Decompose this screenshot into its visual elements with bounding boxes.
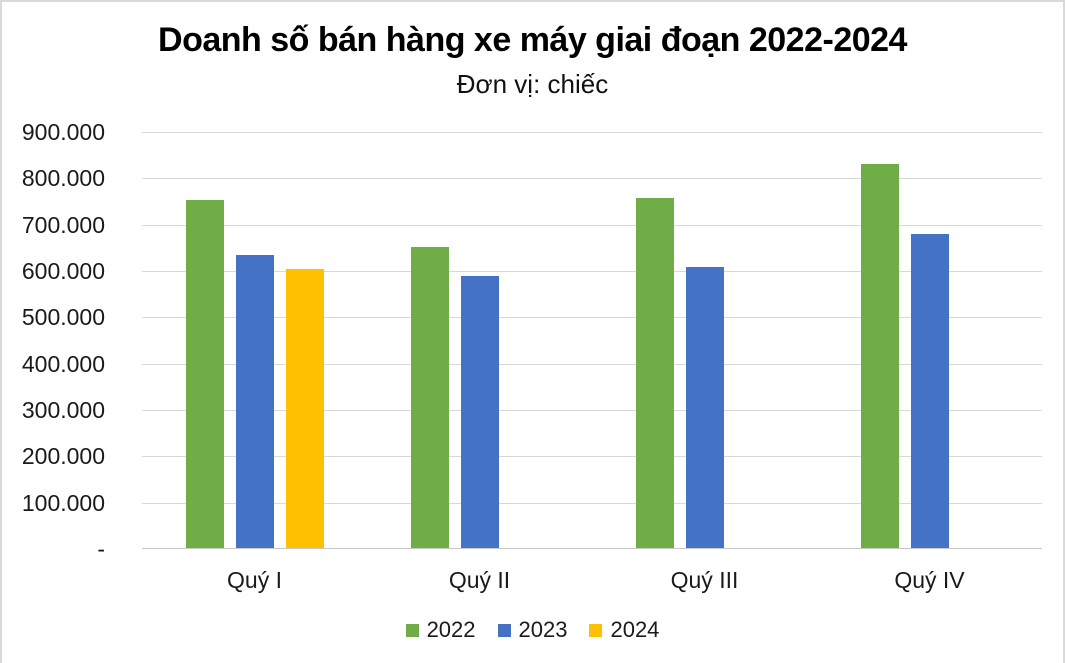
x-axis-line: [142, 548, 1042, 549]
chart-title: Doanh số bán hàng xe máy giai đoạn 2022-…: [158, 21, 907, 59]
bar-2023-q4: [911, 234, 949, 548]
x-axis-label: Quý II: [448, 567, 511, 593]
x-axis-label: Quý IV: [894, 567, 965, 593]
plot-area: [142, 132, 1042, 549]
legend-label: 2023: [518, 617, 568, 642]
gridline: [142, 503, 1042, 504]
bar-2022-q4: [861, 164, 899, 548]
bar-2023-q1: [236, 255, 274, 548]
x-axis-label: Quý I: [227, 567, 282, 593]
y-axis-label: 700.000: [21, 212, 105, 238]
y-axis-label: 200.000: [21, 443, 105, 469]
gridline: [142, 178, 1042, 179]
legend-label: 2024: [610, 617, 660, 642]
y-axis-label: 400.000: [21, 351, 105, 377]
legend-swatch-2023: [497, 623, 511, 637]
legend-label: 2022: [426, 617, 476, 642]
y-axis-label: 800.000: [21, 165, 105, 191]
gridline: [142, 317, 1042, 318]
legend-item-2024: 2024: [589, 617, 659, 643]
bar-2022-q3: [636, 198, 674, 548]
gridline: [142, 271, 1042, 272]
bar-2022-q1: [186, 200, 224, 548]
legend-swatch-2022: [405, 623, 419, 637]
gridline: [142, 456, 1042, 457]
gridline: [142, 364, 1042, 365]
chart-subtitle: Đơn vị: chiếc: [456, 69, 609, 99]
y-axis-label: 100.000: [21, 490, 105, 516]
y-axis-label: 500.000: [21, 304, 105, 330]
bar-2024-q1: [286, 269, 324, 548]
legend-item-2023: 2023: [497, 617, 568, 643]
y-axis-label: 600.000: [21, 258, 105, 284]
y-axis-label: -: [97, 536, 105, 562]
bar-2023-q3: [686, 267, 724, 548]
gridline: [142, 225, 1042, 226]
y-axis-label: 300.000: [21, 397, 105, 423]
legend-swatch-2024: [589, 623, 603, 637]
gridline: [142, 132, 1042, 133]
gridline: [142, 410, 1042, 411]
legend-item-2022: 2022: [405, 617, 476, 643]
bar-2023-q2: [461, 276, 499, 548]
legend: 2022 2023 2024: [2, 617, 1063, 643]
x-axis-label: Quý III: [670, 567, 739, 593]
bar-2022-q2: [411, 247, 449, 548]
y-axis-label: 900.000: [21, 119, 105, 145]
